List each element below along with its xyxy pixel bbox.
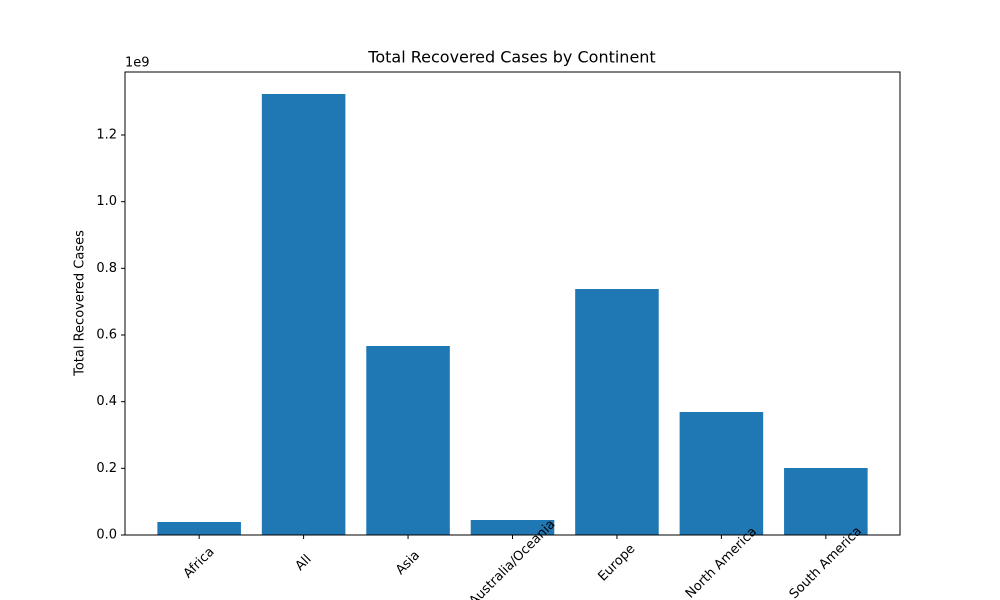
bar [261, 94, 346, 535]
y-tick-label: 0.6 [96, 328, 117, 343]
y-tick-label: 1.2 [96, 128, 117, 143]
bar [157, 522, 241, 535]
y-tick-label: 0.2 [96, 461, 117, 476]
y-axis-label: Total Recovered Cases [73, 230, 88, 377]
chart-title: Total Recovered Cases by Continent [367, 48, 655, 67]
bar [784, 468, 868, 535]
offset-label: 1e9 [125, 56, 150, 71]
bar [366, 346, 450, 535]
y-tick-label: 0.0 [96, 528, 117, 543]
y-tick-label: 1.0 [96, 194, 117, 209]
y-tick-label: 0.8 [96, 261, 117, 276]
bar [575, 289, 659, 535]
y-tick-label: 0.4 [96, 394, 117, 409]
plot-frame [124, 71, 901, 536]
bar [470, 520, 555, 535]
bar [679, 412, 764, 535]
